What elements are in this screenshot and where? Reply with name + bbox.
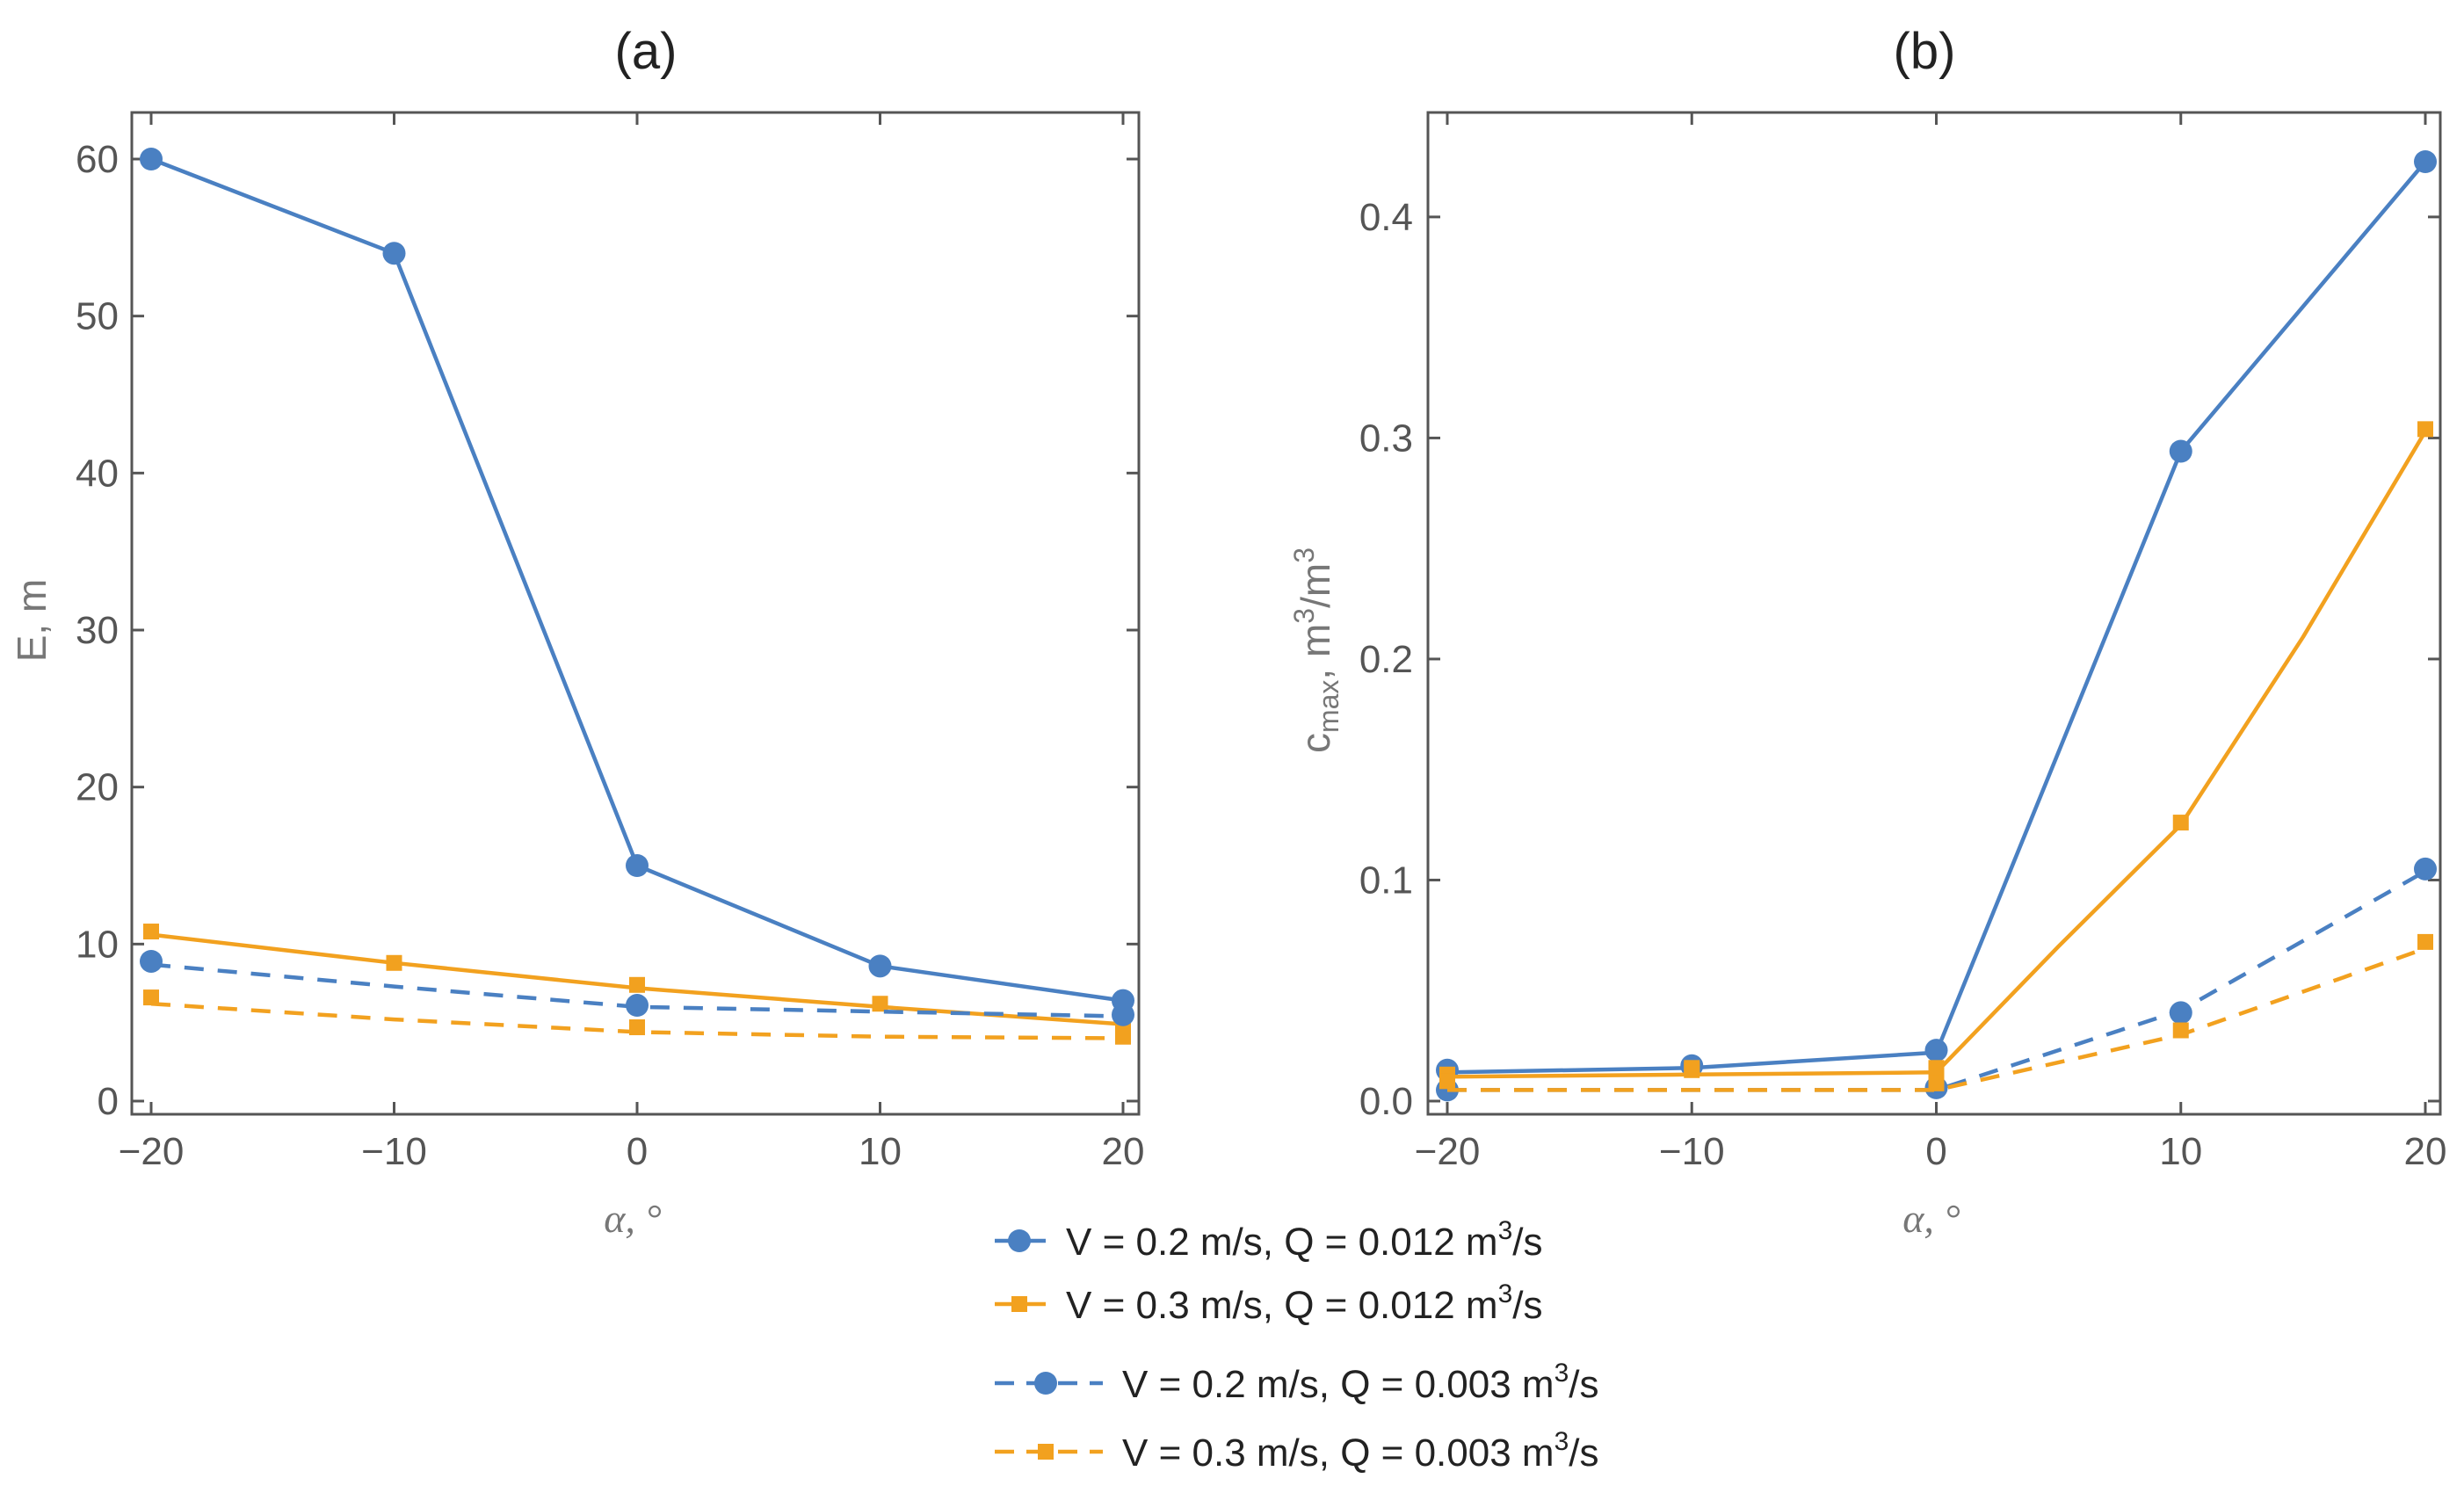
- panel-b-y-ticks: 0.0 0.1 0.2 0.3 0.4: [1359, 196, 2440, 1123]
- y-tick-label: 0: [98, 1080, 119, 1123]
- y-tick-label: 30: [76, 609, 119, 652]
- data-point: [1928, 1060, 1945, 1076]
- panel-a-x-ticks: −20 −10 0 10 20: [119, 112, 1145, 1173]
- data-point: [1115, 1028, 1131, 1045]
- data-point: [2169, 1001, 2192, 1025]
- data-point: [626, 994, 649, 1018]
- series-line: [1447, 869, 2427, 1092]
- legend-label: V = 0.3 m/s, Q = 0.012 m3/s: [1066, 1279, 1542, 1327]
- series-4: [143, 989, 1131, 1045]
- data-point: [629, 1019, 645, 1036]
- y-tick-label: 0.2: [1359, 638, 1413, 681]
- data-point: [629, 976, 645, 993]
- legend-item-3: V = 0.2 m/s, Q = 0.003 m3/s: [995, 1359, 1598, 1406]
- panel-b-chart: (b) 0.0 0.1 0.2 0.3 0.4 −20 −10 0 10 20 cmax, m3…: [1288, 23, 2446, 1241]
- x-tick-label: −10: [361, 1130, 427, 1173]
- y-tick-label: 50: [76, 295, 119, 338]
- x-tick-label: 10: [859, 1130, 902, 1173]
- legend-marker: [1011, 1296, 1027, 1312]
- legend-marker: [1038, 1444, 1054, 1460]
- x-tick-label: 10: [2159, 1130, 2202, 1173]
- data-point: [2414, 857, 2437, 881]
- data-point: [1924, 1039, 1948, 1062]
- data-point: [2417, 421, 2433, 438]
- legend: V = 0.2 m/s, Q = 0.012 m3/s V = 0.3 m/s, …: [995, 1216, 1598, 1475]
- panel-b-series: [1436, 150, 2437, 1102]
- data-point: [626, 854, 649, 877]
- series-4: [1439, 933, 2433, 1092]
- legend-item-2: V = 0.3 m/s, Q = 0.012 m3/s: [995, 1279, 1542, 1327]
- x-tick-label: 20: [2404, 1130, 2447, 1173]
- data-point: [1684, 1060, 1700, 1076]
- x-tick-label: 20: [1102, 1130, 1145, 1173]
- data-point: [143, 924, 159, 940]
- data-point: [2172, 815, 2189, 831]
- x-tick-label: 0: [627, 1130, 648, 1173]
- series-1: [140, 148, 1134, 1012]
- data-point: [1112, 1003, 1134, 1026]
- panel-a-y-ticks: 0 10 20 30 40 50 60: [76, 138, 1139, 1123]
- data-point: [143, 989, 159, 1006]
- x-tick-label: 0: [1925, 1130, 1946, 1173]
- data-point: [1928, 1075, 1945, 1091]
- data-point: [2417, 933, 2433, 950]
- panel-a-series: [140, 148, 1134, 1045]
- series-1: [1436, 150, 2437, 1082]
- data-point: [140, 949, 163, 973]
- panel-b-x-ticks: −20 −10 0 10 20: [1415, 112, 2447, 1173]
- panel-b-x-label: α, °: [1902, 1196, 1960, 1241]
- legend-marker: [1034, 1372, 1057, 1395]
- series-line: [1446, 430, 2427, 1079]
- data-point: [140, 148, 163, 170]
- panel-b-y-label: cmax, m3/m3: [1288, 547, 1344, 753]
- data-point: [2414, 150, 2437, 173]
- series-line: [1446, 160, 2427, 1075]
- panel-b-frame: [1426, 111, 2442, 1116]
- panel-a-y-label: E, m: [9, 579, 54, 663]
- y-tick-label: 60: [76, 138, 119, 181]
- y-tick-label: 0.4: [1359, 196, 1413, 239]
- series-2: [1439, 421, 2433, 1083]
- legend-label: V = 0.2 m/s, Q = 0.003 m3/s: [1122, 1359, 1598, 1406]
- y-tick-label: 0.0: [1359, 1080, 1413, 1123]
- data-point: [1439, 1073, 1455, 1090]
- legend-label: V = 0.2 m/s, Q = 0.012 m3/s: [1066, 1216, 1542, 1264]
- x-tick-label: −20: [119, 1130, 185, 1173]
- legend-item-4: V = 0.3 m/s, Q = 0.003 m3/s: [995, 1427, 1598, 1475]
- data-point: [872, 996, 888, 1012]
- data-point: [2172, 1022, 2189, 1039]
- x-tick-label: −10: [1659, 1130, 1725, 1173]
- legend-label: V = 0.3 m/s, Q = 0.003 m3/s: [1122, 1427, 1598, 1475]
- panel-a-x-label: α, °: [604, 1196, 662, 1241]
- x-tick-label: −20: [1415, 1130, 1481, 1173]
- data-point: [868, 954, 892, 978]
- data-point: [2169, 439, 2192, 463]
- panel-a-chart: (a) 0 10 20 30 40 50 60 −20 −10 0 10 20 E, m α, °: [9, 23, 1144, 1241]
- data-point: [382, 242, 406, 265]
- panel-a-frame: [130, 111, 1141, 1116]
- data-point: [386, 954, 402, 971]
- panel-a-title: (a): [615, 23, 678, 80]
- y-tick-label: 10: [76, 923, 119, 966]
- legend-item-1: V = 0.2 m/s, Q = 0.012 m3/s: [995, 1216, 1542, 1264]
- panel-b-title: (b): [1894, 23, 1956, 80]
- y-tick-label: 0.1: [1359, 859, 1413, 902]
- legend-marker: [1008, 1229, 1031, 1252]
- y-tick-label: 20: [76, 766, 119, 809]
- y-tick-label: 40: [76, 452, 119, 495]
- series-3: [140, 949, 1134, 1026]
- y-tick-label: 0.3: [1359, 417, 1413, 460]
- series-line: [150, 962, 1124, 1018]
